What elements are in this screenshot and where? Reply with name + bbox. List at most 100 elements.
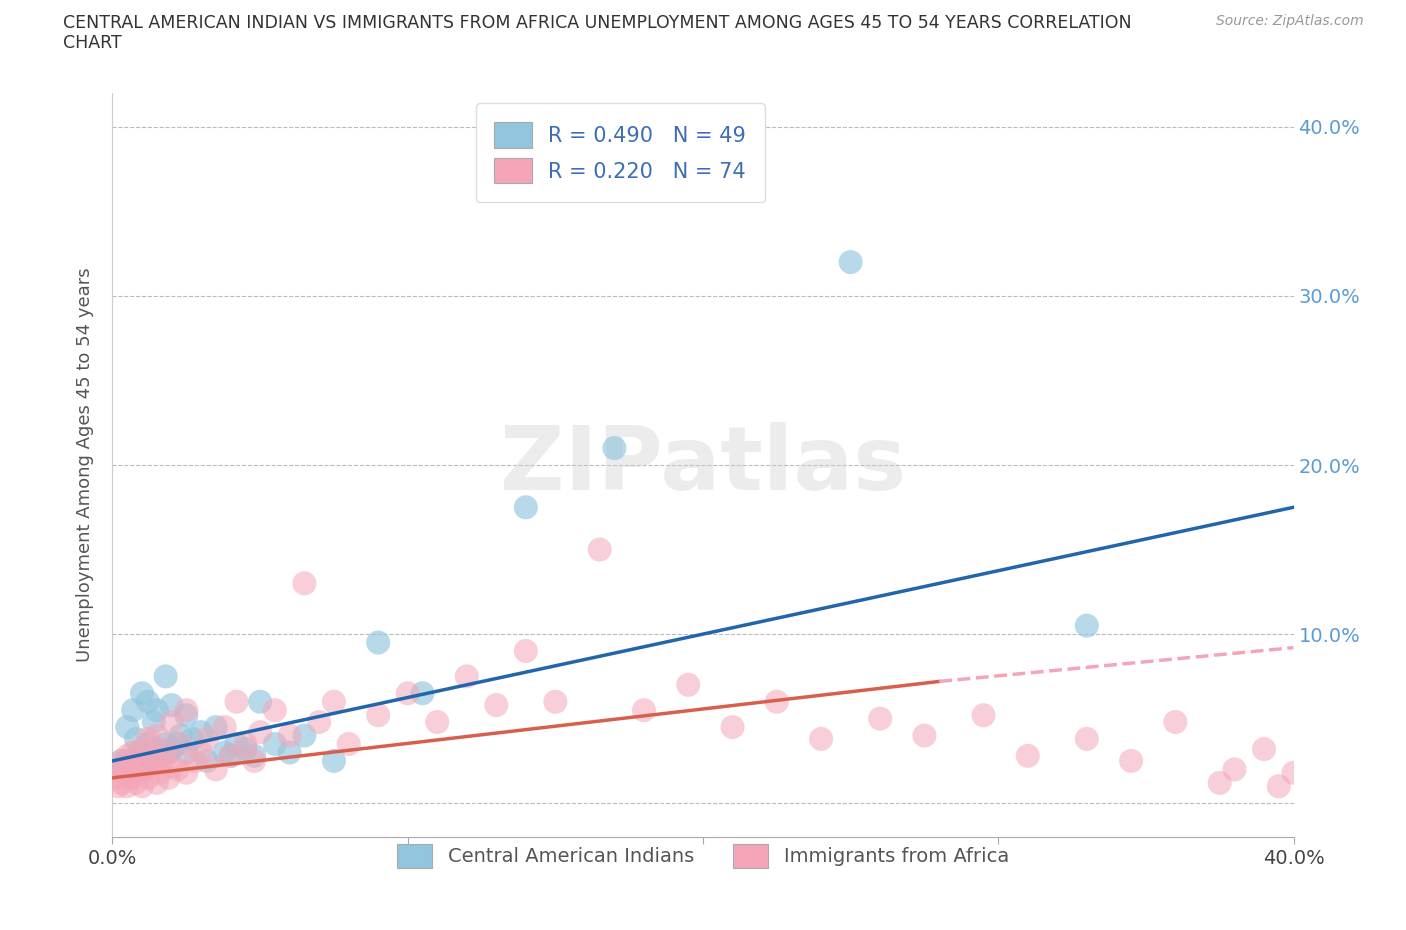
Point	[233, 737, 256, 751]
Point	[169, 728, 191, 743]
Text: ZIPatlas: ZIPatlas	[501, 421, 905, 509]
Point	[308, 714, 330, 729]
Point	[117, 778, 138, 793]
Point	[149, 749, 172, 764]
Point	[155, 745, 177, 760]
Point	[112, 765, 135, 780]
Y-axis label: Unemployment Among Ages 45 to 54 years: Unemployment Among Ages 45 to 54 years	[76, 268, 94, 662]
Point	[155, 737, 177, 751]
Point	[181, 732, 204, 747]
Point	[633, 703, 655, 718]
Point	[367, 708, 389, 723]
Point	[515, 644, 537, 658]
Point	[249, 724, 271, 739]
Point	[515, 499, 537, 514]
Point	[544, 695, 567, 710]
Point	[136, 695, 159, 710]
Point	[810, 732, 832, 747]
Point	[174, 745, 197, 760]
Point	[107, 778, 129, 793]
Point	[136, 737, 159, 751]
Point	[195, 732, 218, 747]
Point	[157, 770, 180, 785]
Point	[128, 765, 150, 780]
Point	[128, 745, 150, 760]
Point	[233, 741, 256, 756]
Point	[122, 745, 145, 760]
Point	[214, 745, 236, 760]
Point	[146, 776, 169, 790]
Point	[396, 685, 419, 700]
Point	[456, 669, 478, 684]
Point	[120, 770, 142, 785]
Point	[131, 685, 153, 700]
Text: CENTRAL AMERICAN INDIAN VS IMMIGRANTS FROM AFRICA UNEMPLOYMENT AMONG AGES 45 TO : CENTRAL AMERICAN INDIAN VS IMMIGRANTS FR…	[63, 14, 1132, 32]
Point	[678, 677, 700, 692]
Point	[292, 576, 315, 591]
Point	[243, 753, 266, 768]
Point	[125, 762, 148, 777]
Point	[110, 753, 132, 768]
Point	[136, 732, 159, 747]
Point	[117, 720, 138, 735]
Point	[122, 759, 145, 774]
Point	[146, 703, 169, 718]
Point	[139, 753, 162, 768]
Point	[117, 749, 138, 764]
Point	[134, 759, 156, 774]
Point	[225, 695, 247, 710]
Point	[190, 724, 212, 739]
Point	[160, 698, 183, 712]
Point	[249, 695, 271, 710]
Point	[112, 765, 135, 780]
Point	[839, 255, 862, 270]
Point	[1119, 753, 1142, 768]
Point	[122, 762, 145, 777]
Point	[160, 714, 183, 729]
Legend: Central American Indians, Immigrants from Africa: Central American Indians, Immigrants fro…	[381, 829, 1025, 884]
Point	[125, 753, 148, 768]
Point	[973, 708, 995, 723]
Point	[411, 685, 433, 700]
Point	[160, 741, 183, 756]
Point	[157, 745, 180, 760]
Point	[131, 749, 153, 764]
Point	[107, 762, 129, 777]
Point	[766, 695, 789, 710]
Point	[122, 703, 145, 718]
Point	[160, 759, 183, 774]
Point	[1076, 618, 1098, 633]
Text: CHART: CHART	[63, 34, 122, 52]
Point	[1208, 776, 1232, 790]
Point	[323, 695, 346, 710]
Point	[225, 737, 247, 751]
Point	[131, 741, 153, 756]
Point	[869, 711, 891, 726]
Point	[1253, 741, 1275, 756]
Point	[174, 703, 197, 718]
Point	[190, 745, 212, 760]
Point	[174, 765, 197, 780]
Point	[219, 749, 242, 764]
Point	[110, 776, 132, 790]
Point	[142, 714, 165, 729]
Point	[914, 728, 936, 743]
Point	[1282, 765, 1305, 780]
Point	[219, 749, 242, 764]
Point	[169, 737, 191, 751]
Point	[117, 753, 138, 768]
Point	[155, 669, 177, 684]
Point	[205, 720, 228, 735]
Point	[195, 753, 218, 768]
Point	[1223, 762, 1246, 777]
Point	[110, 753, 132, 768]
Point	[278, 728, 301, 743]
Point	[243, 749, 266, 764]
Point	[337, 737, 360, 751]
Point	[278, 745, 301, 760]
Point	[146, 728, 169, 743]
Point	[149, 765, 172, 780]
Point	[107, 762, 129, 777]
Point	[721, 720, 744, 735]
Point	[1268, 778, 1291, 793]
